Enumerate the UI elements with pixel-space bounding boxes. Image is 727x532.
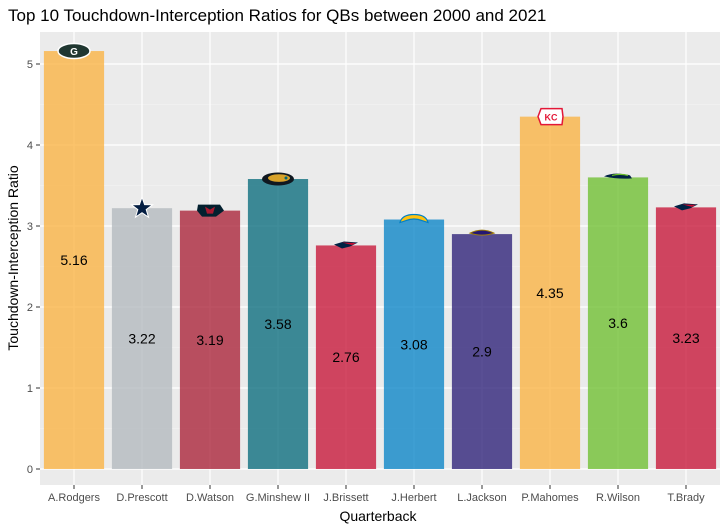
- data-labels: 5.16 3.22 3.19 3.58 2.76 3.08 2.9 4.35 3.6 3.23: [60, 252, 699, 365]
- y-tick-label: 4: [27, 140, 33, 152]
- data-label: 3.58: [264, 316, 291, 332]
- bar-j-herbert: [383, 219, 445, 469]
- y-tick-label: 5: [27, 59, 33, 71]
- bar-g-minshew-ii: [247, 179, 309, 469]
- x-tick-label: T.Brady: [667, 492, 705, 504]
- bar-t-brady: [655, 207, 717, 469]
- seahawks-logo: [604, 173, 632, 179]
- x-tick-label: J.Herbert: [391, 492, 436, 504]
- chiefs-logo: KC: [537, 107, 564, 126]
- data-label: 5.16: [60, 252, 87, 268]
- y-tick-label: 1: [27, 383, 33, 395]
- x-axis: A.Rodgers D.Prescott D.Watson G.Minshew II J…: [48, 485, 705, 504]
- x-tick-label: L.Jackson: [457, 492, 507, 504]
- x-tick-label: P.Mahomes: [521, 492, 579, 504]
- bar-d-watson: [179, 210, 241, 470]
- svg-text:G: G: [70, 47, 78, 58]
- bars: [43, 51, 717, 470]
- patriots-logo: [334, 241, 358, 249]
- bar-r-wilson: [587, 177, 649, 469]
- y-tick-label: 0: [27, 464, 33, 476]
- texans-logo: [197, 204, 224, 217]
- patriots-logo: [674, 203, 698, 211]
- x-tick-label: A.Rodgers: [48, 492, 100, 504]
- y-axis: 0 1 2 3 4 5: [27, 59, 40, 476]
- y-tick-label: 3: [27, 221, 33, 233]
- y-axis-title: Touchdown-Interception Ratio: [5, 165, 21, 350]
- cowboys-logo: [130, 195, 154, 219]
- x-tick-label: D.Watson: [186, 492, 234, 504]
- bar-a-rodgers: [43, 51, 105, 469]
- data-label: 2.76: [332, 349, 359, 365]
- x-tick-label: R.Wilson: [596, 492, 640, 504]
- data-label: 3.6: [608, 315, 628, 331]
- data-label: 3.19: [196, 332, 223, 348]
- x-axis-title: Quarterback: [339, 508, 417, 524]
- data-label: 2.9: [472, 344, 492, 360]
- x-tick-label: D.Prescott: [116, 492, 167, 504]
- jaguars-logo: [262, 172, 294, 186]
- bar-j-brissett: [315, 245, 377, 469]
- y-tick-label: 2: [27, 302, 33, 314]
- bar-p-mahomes: [519, 116, 581, 470]
- data-label: 3.08: [400, 336, 427, 352]
- ravens-logo: [468, 229, 496, 236]
- data-label: 3.23: [672, 330, 699, 346]
- chargers-logo: [399, 213, 429, 224]
- chart-title: Top 10 Touchdown-Interception Ratios for…: [8, 6, 546, 25]
- team-logos: G KC: [57, 42, 698, 249]
- x-tick-label: J.Brissett: [323, 492, 368, 504]
- data-label: 3.22: [128, 331, 155, 347]
- data-label: 4.35: [536, 285, 563, 301]
- x-tick-label: G.Minshew II: [246, 492, 310, 504]
- packers-logo: G: [57, 42, 91, 60]
- svg-text:KC: KC: [545, 113, 558, 123]
- bar-l-jackson: [451, 234, 513, 469]
- bar-d-prescott: [111, 208, 173, 469]
